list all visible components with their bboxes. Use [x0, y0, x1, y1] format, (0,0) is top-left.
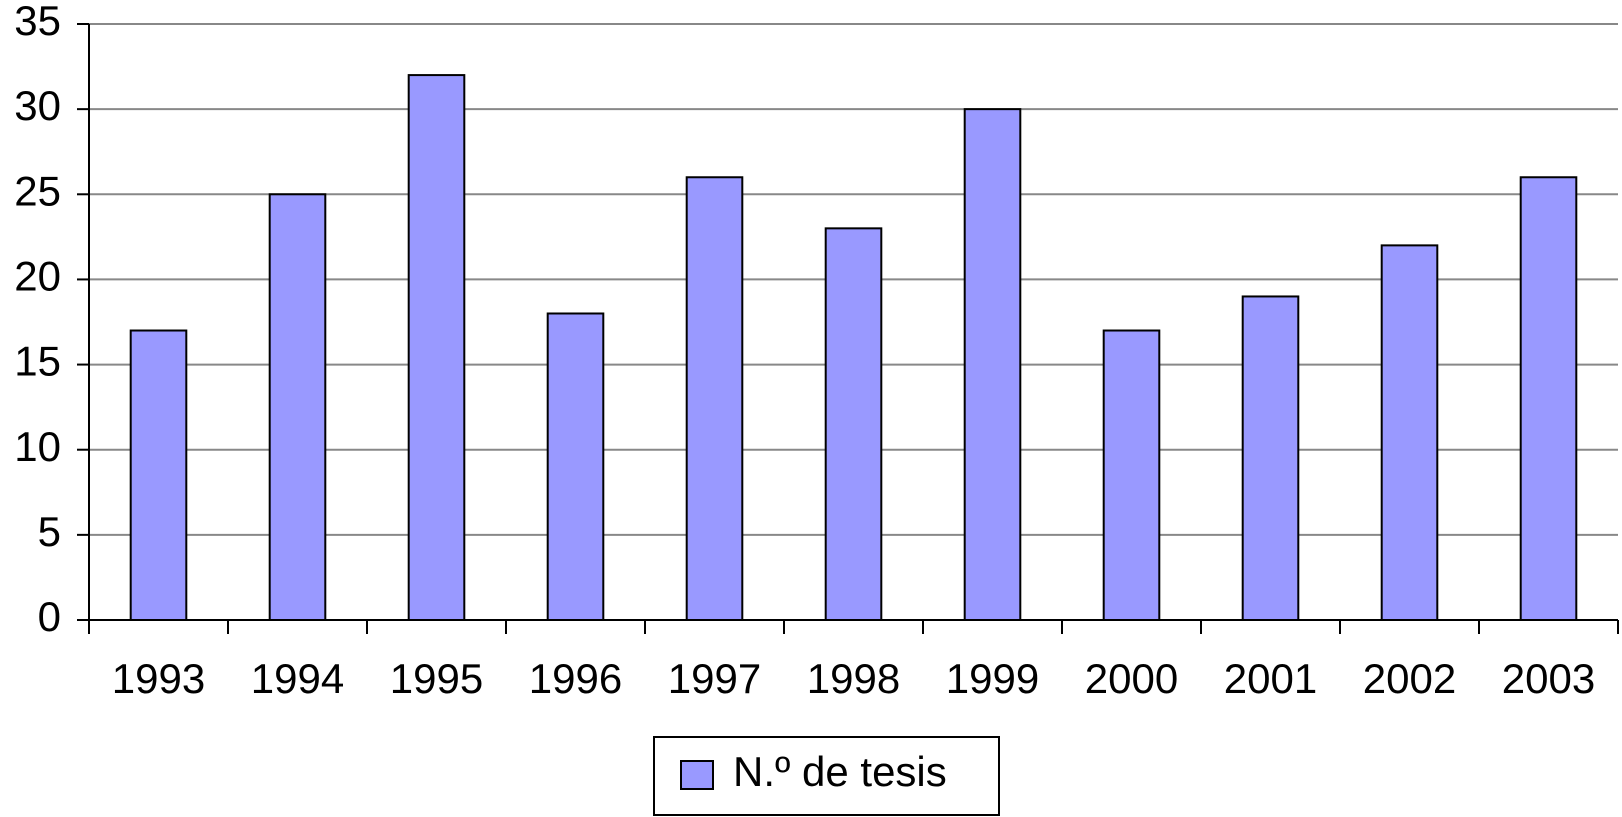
- x-tick-label: 2003: [1502, 655, 1595, 702]
- x-tick-label: 1993: [112, 655, 205, 702]
- x-tick-label: 1999: [946, 655, 1039, 702]
- bar: [1241, 295, 1300, 621]
- y-tick-label: 30: [14, 82, 61, 129]
- x-tick-label: 2001: [1224, 655, 1317, 702]
- y-tick-label: 10: [14, 423, 61, 470]
- x-tick-label: 2002: [1363, 655, 1456, 702]
- y-tick-label: 5: [38, 508, 61, 555]
- bar: [963, 108, 1022, 622]
- x-tick-label: 1997: [668, 655, 761, 702]
- bar: [824, 227, 883, 621]
- bar: [1519, 176, 1578, 621]
- y-tick-label: 25: [14, 167, 61, 214]
- legend-label: N.º de tesis: [733, 748, 947, 795]
- y-tick-label: 15: [14, 338, 61, 385]
- x-tick-label: 1998: [807, 655, 900, 702]
- x-tick-label: 2000: [1085, 655, 1178, 702]
- legend-swatch: [680, 760, 714, 790]
- y-tick-label: 20: [14, 253, 61, 300]
- bar: [1380, 244, 1439, 621]
- x-tick-label: 1995: [390, 655, 483, 702]
- bar: [407, 74, 466, 622]
- bar: [268, 193, 327, 622]
- bar: [129, 329, 188, 621]
- y-tick-label: 0: [38, 593, 61, 640]
- bar: [1102, 329, 1161, 621]
- bar: [546, 312, 605, 621]
- bar: [685, 176, 744, 621]
- x-tick-label: 1994: [251, 655, 344, 702]
- x-tick-label: 1996: [529, 655, 622, 702]
- y-tick-label: 35: [14, 0, 61, 44]
